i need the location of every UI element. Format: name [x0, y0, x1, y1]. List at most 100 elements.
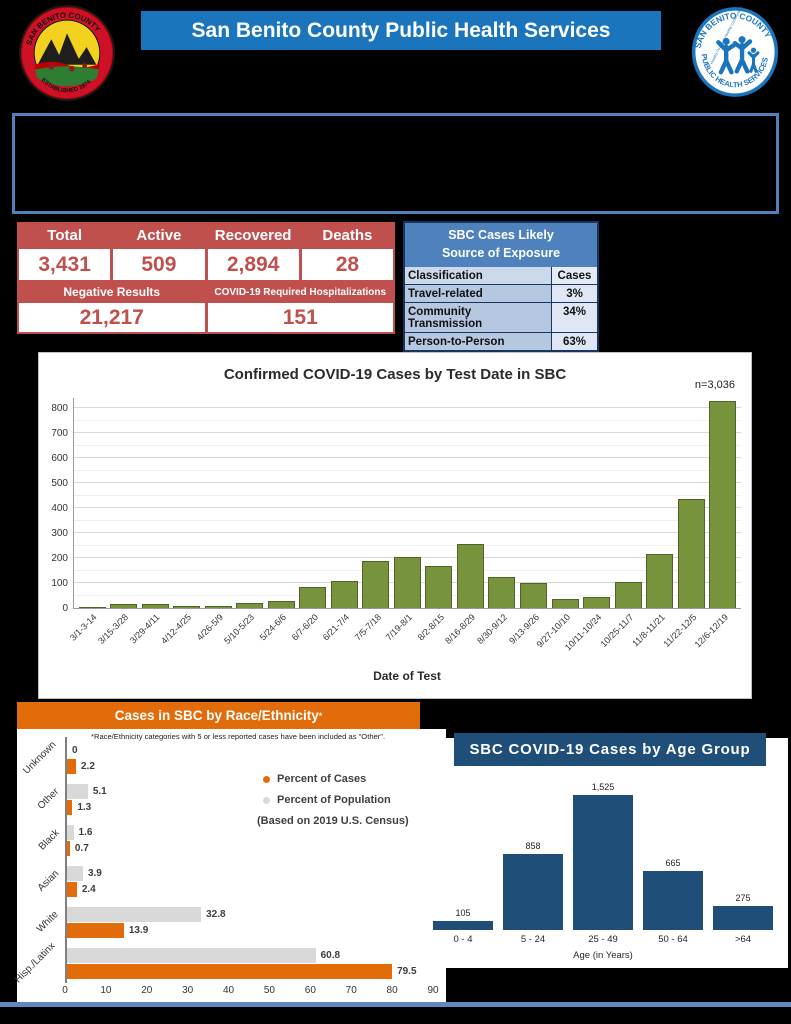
race-category-label: Unknown: [21, 738, 59, 777]
race-plot-area: Unknown 0 2.2 Other 5.1 1.3 Black 1.6 0.7 Asian 3.…: [13, 737, 444, 985]
chart-title: Confirmed COVID-19 Cases by Test Date in…: [223, 366, 567, 383]
race-category: Hisp./Latinx: [13, 940, 65, 985]
bar-5/10-5/23: [236, 603, 264, 608]
race-bar-line: 1.3: [67, 799, 444, 815]
race-chart-title-footnote-marker: *: [318, 710, 323, 721]
bar-8/2-8/15: [425, 565, 453, 608]
race-x-tick-label: 60: [304, 985, 316, 996]
race-category: Asian: [19, 860, 65, 901]
race-bar-line: 2.4: [67, 881, 444, 897]
exposure-row-value: 3%: [552, 285, 597, 302]
gridline: [74, 507, 741, 508]
x-axis-tick: 5/10-5/23: [223, 610, 262, 668]
exposure-row-value: 63%: [552, 333, 597, 350]
bar-5/24-6/6: [267, 600, 295, 608]
plot-area: [73, 398, 741, 609]
race-bar-line: 79.5: [67, 963, 444, 979]
race-x-tick-label: 20: [141, 985, 153, 996]
legend-swatch: [263, 796, 270, 804]
race-bar-orange: [67, 840, 70, 856]
race-bar-value: 0: [72, 744, 78, 756]
exposure-row-value: 34%: [552, 303, 597, 332]
bar-6/21-7/4: [330, 580, 358, 608]
age-bar-value: 858: [525, 841, 541, 852]
race-x-tick-label: 40: [222, 985, 235, 996]
x-axis-tick: 7/5-7/18: [352, 610, 389, 668]
race-bar-value: 1.6: [78, 826, 93, 838]
race-bar-value: 3.9: [87, 867, 102, 879]
legend-note: (Based on 2019 U.S. Census): [257, 815, 409, 827]
stats-value-deaths: 28: [301, 249, 393, 280]
gridline: [74, 444, 741, 446]
exposure-table-title: SBC Cases Likely Source of Exposure: [405, 223, 597, 267]
stats-header-hospitalizations: COVID-19 Required Hospitalizations: [214, 287, 387, 298]
age-category-label: 0 - 4: [453, 934, 473, 945]
age-bar-value: 1,525: [591, 782, 615, 792]
bar-4/26-5/9: [204, 606, 232, 608]
x-axis-tick-label: 3/1-3-14: [67, 612, 99, 643]
race-bar-line: 0: [67, 742, 444, 758]
race-x-tick-label: 50: [263, 985, 275, 996]
race-bar-value: 5.1: [92, 785, 107, 797]
y-axis-tick-label: 0: [62, 603, 68, 614]
age-bar-group->64: 275: [713, 893, 773, 930]
race-chart-footnote: *Race/Ethnicity categories with 5 or les…: [91, 732, 386, 741]
legend-swatch: [263, 775, 270, 783]
bars-container: [74, 398, 741, 608]
race-bar-line: 60.8: [67, 947, 444, 963]
legend-label: Percent of Cases: [277, 773, 367, 785]
race-row-Other: Other 5.1 1.3: [19, 778, 444, 819]
gridline: [74, 432, 741, 433]
exposure-source-table: SBC Cases Likely Source of Exposure Clas…: [403, 221, 599, 352]
race-bar-value: 32.8: [206, 908, 226, 920]
bar-4/12-4/25: [173, 606, 201, 608]
race-chart-title-banner: Cases in SBC by Race/Ethnicity *: [17, 702, 420, 729]
age-bar-group-50 - 64: 665: [643, 858, 703, 930]
y-axis-tick-label: 800: [51, 403, 68, 414]
bar-8/16-8/29: [456, 544, 484, 608]
x-axis-tick: 5/24-6/6: [258, 610, 294, 668]
bar-12/6-12/19: [709, 400, 737, 608]
x-axis-tick: 6/21-7/4: [321, 610, 357, 668]
exposure-title-line1: SBC Cases Likely: [448, 228, 554, 242]
race-bar-gray: [67, 824, 74, 840]
y-axis-tick-label: 100: [51, 578, 68, 589]
exposure-title-line2: Source of Exposure: [441, 245, 561, 260]
race-bar-gray: [67, 783, 88, 799]
gridline: [74, 419, 741, 421]
x-axis-tick: 4/12-4/25: [159, 610, 199, 668]
bar-11/8-11/21: [646, 554, 674, 608]
race-bars: 0 2.2: [65, 737, 444, 778]
age-bar: [643, 871, 703, 930]
test-date-chart-panel: Confirmed COVID-19 Cases by Test Date in…: [38, 352, 752, 699]
county-seal-logo: SAN BENITO COUNTY ESTABLISHED 1874: [18, 4, 116, 102]
age-bars-container: 105 858 1,525 665 275: [433, 766, 773, 930]
race-x-tick-label: 10: [100, 985, 112, 996]
race-row-Hisp./Latinx: Hisp./Latinx 60.8 79.5: [13, 940, 444, 985]
bar-3/29-4/11: [141, 604, 169, 608]
race-bar-gray: [67, 865, 83, 881]
race-category-label: Other: [35, 785, 62, 812]
age-category-label: 50 - 64: [658, 934, 688, 945]
age-bar-group-25 - 49: 1,525: [573, 782, 633, 930]
stats-value-total: 3,431: [19, 249, 111, 280]
race-category-label: White: [35, 908, 62, 935]
exposure-col-header-cases: Cases: [552, 267, 597, 284]
exposure-col-header-classification: Classification: [405, 267, 551, 284]
x-axis-title: Date of Test: [373, 669, 441, 683]
race-row-Asian: Asian 3.9 2.4: [19, 860, 444, 901]
race-bars: 1.6 0.7: [65, 819, 444, 860]
race-bars: 5.1 1.3: [65, 778, 444, 819]
bar-10/25-11/7: [614, 581, 642, 608]
exposure-row-label: Travel-related: [405, 285, 551, 302]
age-bar-value: 275: [735, 892, 751, 903]
x-axis-tick: 6/7-6/20: [289, 610, 326, 668]
race-bars: 60.8 79.5: [65, 942, 444, 983]
race-x-tick-label: 70: [345, 985, 357, 996]
gridline: [74, 457, 741, 458]
age-chart-title: SBC COVID-19 Cases by Age Group: [454, 733, 766, 766]
age-bar: [573, 795, 633, 930]
redacted-notice-box: [12, 113, 779, 214]
age-bar: [433, 920, 493, 930]
race-x-axis-ticks: 0 10 20 30 40 50 60 70 80 90: [62, 985, 446, 1001]
